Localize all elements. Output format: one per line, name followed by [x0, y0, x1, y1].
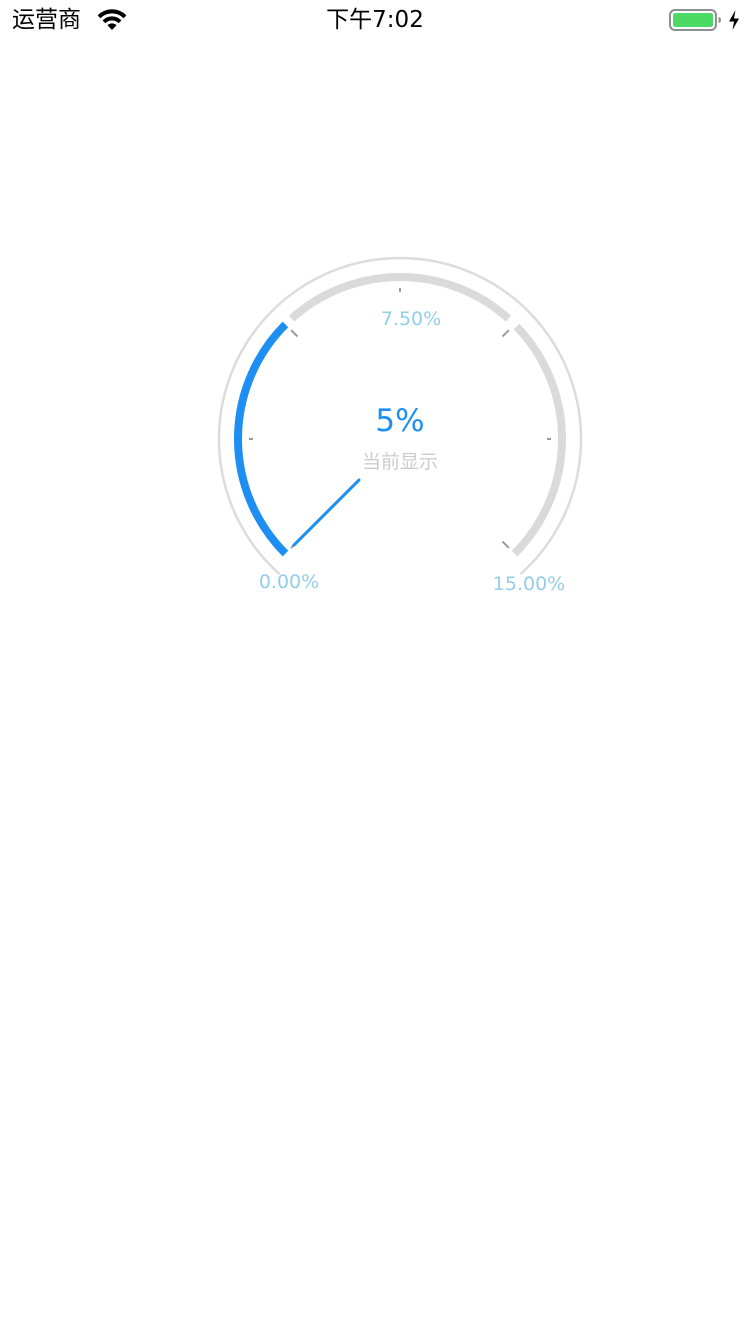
wifi-icon [97, 9, 127, 30]
gauge-caption: 当前显示 [362, 451, 438, 473]
gauge-dial: 0.00% 7.50% 15.00% 5% 当前显示 [217, 256, 583, 595]
gauge-mid-label: 7.50% [381, 308, 441, 330]
status-time: 下午7:02 [326, 7, 424, 33]
rate-gauge: 0.00% 7.50% 15.00% 5% 当前显示 [0, 0, 750, 620]
charging-bolt-icon [729, 10, 739, 30]
gauge-tick-mark [501, 540, 510, 549]
gauge-track-segment [511, 323, 566, 557]
gauge-min-label: 0.00% [259, 571, 319, 593]
gauge-max-label: 15.00% [493, 573, 565, 595]
gauge-progress-arc [234, 321, 289, 557]
gauge-tick-mark [290, 329, 299, 338]
gauge-tick-mark [501, 329, 510, 338]
gauge-needle [292, 478, 361, 547]
gauge-track-segment [288, 273, 512, 322]
battery-icon [669, 9, 721, 31]
gauge-current-value: 5% [375, 403, 424, 439]
status-bar: 运营商 下午7:02 [0, 0, 750, 40]
carrier-label: 运营商 [12, 7, 81, 33]
gauge-outer-ring [217, 256, 583, 575]
